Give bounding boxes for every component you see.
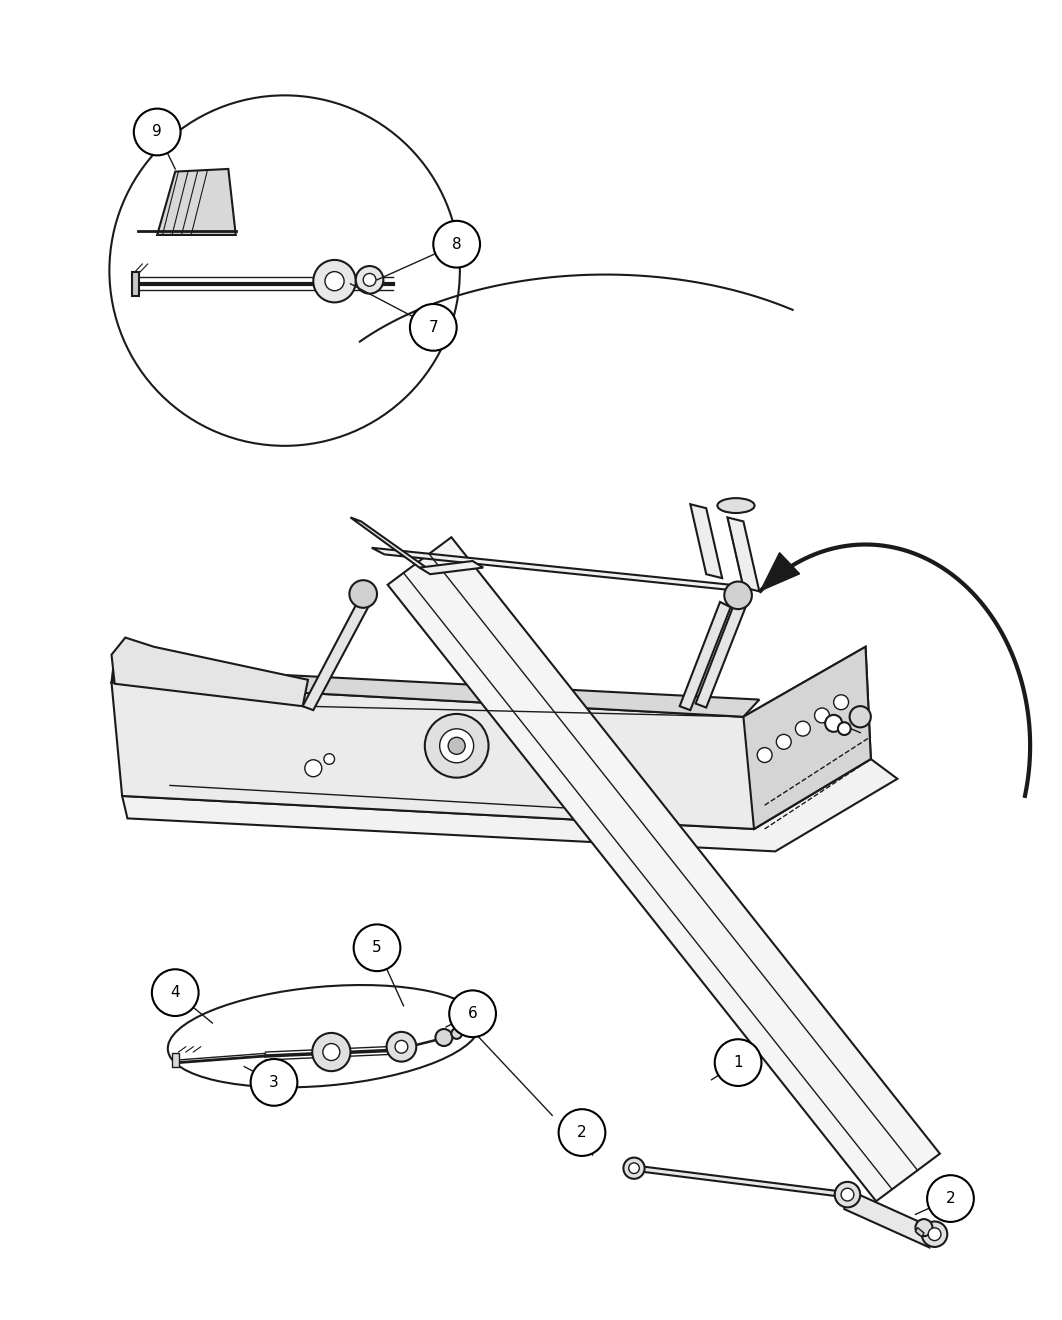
Circle shape <box>440 729 474 763</box>
Circle shape <box>835 1181 860 1208</box>
Circle shape <box>559 1109 605 1156</box>
Circle shape <box>313 260 356 302</box>
Polygon shape <box>743 647 871 829</box>
Text: 7: 7 <box>428 319 439 335</box>
Polygon shape <box>372 548 743 591</box>
Polygon shape <box>388 537 940 1201</box>
Circle shape <box>323 1044 340 1060</box>
Polygon shape <box>915 1228 924 1237</box>
Circle shape <box>363 273 376 286</box>
Circle shape <box>841 1188 854 1201</box>
Polygon shape <box>172 1053 179 1067</box>
Polygon shape <box>303 599 370 710</box>
Polygon shape <box>122 759 897 851</box>
Circle shape <box>435 1030 452 1045</box>
Polygon shape <box>727 517 759 591</box>
Polygon shape <box>112 638 308 706</box>
Text: 5: 5 <box>372 940 382 956</box>
Circle shape <box>834 694 849 710</box>
Circle shape <box>928 1228 941 1241</box>
Text: 3: 3 <box>269 1074 279 1090</box>
Polygon shape <box>696 599 747 708</box>
Circle shape <box>922 1221 947 1247</box>
Circle shape <box>354 924 400 972</box>
Polygon shape <box>680 602 731 710</box>
Circle shape <box>410 304 457 351</box>
Polygon shape <box>112 667 759 717</box>
Circle shape <box>927 1175 974 1222</box>
Circle shape <box>451 1028 462 1039</box>
Circle shape <box>305 760 322 776</box>
Circle shape <box>433 220 480 268</box>
Text: 9: 9 <box>152 124 162 140</box>
Circle shape <box>715 1039 761 1086</box>
Circle shape <box>448 738 465 754</box>
Text: 8: 8 <box>451 236 462 252</box>
Circle shape <box>825 715 842 731</box>
Circle shape <box>724 582 752 609</box>
Circle shape <box>152 969 199 1016</box>
Circle shape <box>356 267 383 293</box>
Polygon shape <box>419 561 483 574</box>
Polygon shape <box>112 639 125 682</box>
Polygon shape <box>350 517 430 570</box>
Polygon shape <box>844 1188 929 1247</box>
Polygon shape <box>157 169 236 235</box>
Circle shape <box>795 721 810 737</box>
Circle shape <box>815 708 829 723</box>
Circle shape <box>251 1059 297 1106</box>
Circle shape <box>134 108 181 156</box>
Circle shape <box>324 754 335 764</box>
Circle shape <box>312 1034 350 1071</box>
Circle shape <box>449 990 496 1038</box>
Text: 1: 1 <box>733 1055 743 1071</box>
Polygon shape <box>635 1166 845 1197</box>
Polygon shape <box>690 504 722 578</box>
Circle shape <box>387 1032 416 1061</box>
Text: 4: 4 <box>170 985 181 1001</box>
Circle shape <box>349 581 377 607</box>
Circle shape <box>425 714 489 777</box>
Ellipse shape <box>717 498 754 513</box>
Text: 2: 2 <box>577 1125 587 1140</box>
Circle shape <box>629 1163 639 1173</box>
Circle shape <box>838 722 851 735</box>
Circle shape <box>395 1040 408 1053</box>
Polygon shape <box>760 553 800 590</box>
Circle shape <box>850 706 871 727</box>
Polygon shape <box>132 272 139 296</box>
Circle shape <box>757 747 772 763</box>
Text: 2: 2 <box>945 1191 956 1206</box>
Text: 6: 6 <box>467 1006 478 1022</box>
Polygon shape <box>112 647 871 829</box>
Circle shape <box>623 1158 645 1179</box>
Circle shape <box>776 734 791 750</box>
Circle shape <box>915 1220 932 1236</box>
Circle shape <box>325 272 344 290</box>
